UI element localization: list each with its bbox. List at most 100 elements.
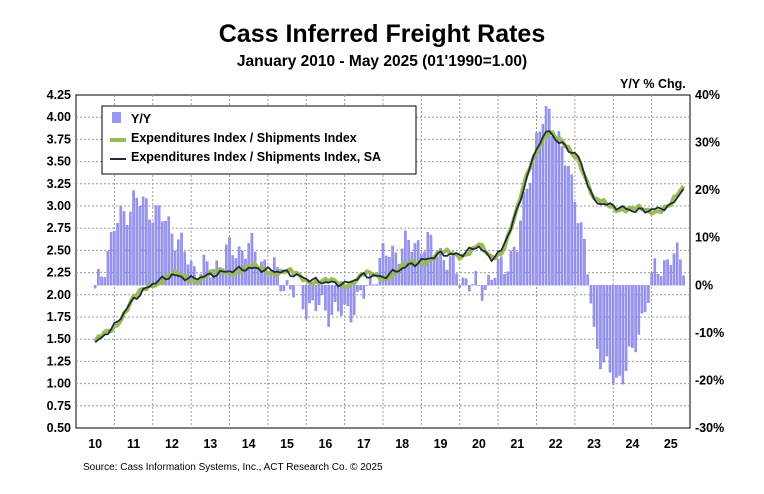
yy-bar bbox=[420, 253, 423, 286]
yy-bar bbox=[125, 225, 129, 286]
x-tick-label: 25 bbox=[664, 437, 678, 451]
right-y-tick-label: -10% bbox=[695, 326, 724, 340]
yy-bar bbox=[615, 285, 618, 378]
yy-bar bbox=[388, 257, 391, 286]
left-y-tick-label: 2.00 bbox=[47, 288, 71, 302]
yy-bar bbox=[327, 285, 330, 327]
yy-bar bbox=[129, 211, 132, 286]
yy-bar bbox=[627, 285, 631, 347]
x-tick-label: 14 bbox=[242, 437, 256, 451]
yy-bar bbox=[458, 285, 462, 288]
yy-bar bbox=[474, 271, 478, 286]
yy-bar bbox=[522, 192, 525, 286]
yy-bar bbox=[525, 188, 529, 286]
yy-bar bbox=[490, 279, 493, 286]
yy-bar bbox=[455, 273, 458, 286]
yy-bar bbox=[138, 206, 142, 286]
yy-bar bbox=[592, 285, 596, 327]
yy-bar bbox=[512, 246, 516, 286]
yy-bar bbox=[544, 106, 548, 286]
yy-bar bbox=[675, 242, 679, 286]
yy-bar bbox=[378, 257, 382, 286]
x-tick-label: 13 bbox=[203, 437, 217, 451]
yy-bar bbox=[410, 252, 414, 286]
left-y-tick-label: 1.25 bbox=[47, 354, 71, 368]
yy-bar bbox=[100, 276, 103, 286]
yy-bar bbox=[663, 260, 666, 286]
legend-label: Expenditures Index / Shipments Index bbox=[131, 131, 357, 145]
yy-bar bbox=[621, 285, 625, 385]
yy-bar bbox=[381, 242, 385, 286]
yy-bar bbox=[442, 260, 446, 286]
yy-bar bbox=[532, 154, 535, 286]
yy-bar bbox=[135, 197, 139, 286]
right-y-tick-label: 20% bbox=[695, 183, 720, 197]
left-y-tick-label: 4.25 bbox=[47, 88, 71, 102]
left-y-tick-label: 3.50 bbox=[47, 155, 71, 169]
yy-bar bbox=[669, 265, 673, 286]
right-y-tick-label: 40% bbox=[695, 88, 720, 102]
yy-bar bbox=[464, 278, 468, 286]
yy-bar bbox=[93, 285, 97, 289]
yy-bar bbox=[330, 285, 334, 315]
yy-bar bbox=[653, 258, 657, 286]
yy-bar bbox=[193, 266, 196, 286]
legend-label: Expenditures Index / Shipments Index, SA bbox=[131, 150, 381, 164]
source-note: Source: Cass Information Systems, Inc., … bbox=[83, 462, 383, 473]
yy-bar bbox=[576, 223, 580, 286]
x-tick-label: 11 bbox=[127, 437, 140, 451]
yy-bar bbox=[624, 285, 628, 371]
yy-bar bbox=[359, 285, 362, 291]
yy-bar bbox=[285, 280, 289, 286]
x-tick-label: 19 bbox=[434, 437, 448, 451]
yy-bar bbox=[528, 182, 532, 286]
yy-bar bbox=[177, 239, 180, 286]
yy-bar bbox=[551, 136, 554, 286]
yy-bar bbox=[288, 285, 292, 290]
yy-bar bbox=[311, 285, 314, 301]
yy-bar bbox=[132, 190, 135, 286]
yy-bar bbox=[519, 220, 522, 286]
yy-bar bbox=[583, 239, 586, 286]
yy-bar bbox=[659, 276, 663, 286]
yy-bar bbox=[468, 285, 471, 292]
yy-bar bbox=[225, 244, 228, 286]
left-y-tick-label: 3.25 bbox=[47, 177, 71, 191]
yy-bar bbox=[679, 259, 682, 286]
yy-bar bbox=[570, 174, 573, 286]
yy-bar bbox=[151, 222, 155, 286]
yy-bar bbox=[148, 219, 151, 286]
legend-label: Y/Y bbox=[131, 112, 152, 126]
yy-bar bbox=[595, 285, 599, 349]
yy-bar bbox=[682, 275, 685, 286]
left-y-tick-label: 2.75 bbox=[47, 221, 71, 235]
yy-bar bbox=[500, 256, 503, 286]
x-tick-label: 12 bbox=[165, 437, 179, 451]
x-tick-label: 20 bbox=[472, 437, 486, 451]
yy-bar bbox=[666, 259, 669, 286]
chart-title: Cass Inferred Freight Rates bbox=[218, 20, 546, 48]
yy-bar bbox=[538, 131, 541, 286]
yy-bar bbox=[119, 205, 123, 286]
x-tick-label: 24 bbox=[625, 437, 639, 451]
yy-bar bbox=[567, 166, 570, 286]
chart-subtitle: January 2010 - May 2025 (01'1990=1.00) bbox=[236, 53, 528, 70]
yy-bar bbox=[141, 196, 145, 286]
yy-bar bbox=[362, 285, 366, 299]
yy-bar bbox=[244, 258, 247, 286]
x-tick-label: 21 bbox=[510, 437, 524, 451]
left-y-tick-label: 4.00 bbox=[47, 110, 71, 124]
yy-bar bbox=[573, 201, 577, 286]
yy-bar bbox=[480, 285, 484, 301]
yy-bar bbox=[282, 285, 286, 292]
yy-bar bbox=[637, 285, 641, 335]
legend-swatch-yy bbox=[112, 112, 121, 123]
x-tick-label: 18 bbox=[395, 437, 409, 451]
yy-bar bbox=[170, 233, 174, 286]
left-y-tick-label: 2.50 bbox=[47, 243, 71, 257]
yy-bar bbox=[535, 132, 538, 286]
yy-bar bbox=[564, 165, 567, 286]
right-y-tick-label: -20% bbox=[695, 373, 724, 387]
yy-bar bbox=[461, 277, 465, 286]
yy-bar bbox=[557, 131, 561, 286]
